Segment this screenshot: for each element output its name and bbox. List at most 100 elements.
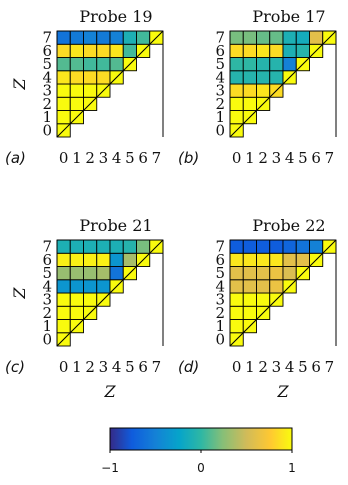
heatmap-cell [256,83,271,98]
y-tick-label: 6 [215,42,225,60]
x-tick-label: 7 [152,358,162,376]
y-tick-label: 7 [42,29,52,47]
heatmap-cell [242,279,257,294]
y-tick-label: 3 [215,82,225,100]
heatmap-cell [242,30,257,45]
heatmap-cell [56,252,71,267]
y-tick-label: 7 [42,238,52,256]
heatmap-cell [229,319,244,334]
y-tick-label: 6 [42,42,52,60]
heatmap-cell [56,30,71,45]
x-tick-label: 5 [125,149,135,167]
panel-title: Probe 19 [79,7,152,26]
heatmap-cell [69,305,84,320]
heatmap-cell [269,279,284,294]
heatmap-cell [256,70,271,85]
y-tick-label: 7 [215,29,225,47]
diagonal-line [229,239,337,347]
y-tick-label: 7 [215,238,225,256]
heatmap-cell [69,279,84,294]
y-tick-label: 3 [42,82,52,100]
x-tick-label: 7 [325,358,335,376]
heatmap-cell [109,239,124,254]
x-tick-label: 6 [311,149,321,167]
heatmap-cell [56,43,71,58]
x-tick-label: 1 [72,149,82,167]
x-tick-label: 2 [85,358,95,376]
heatmap-cell [69,292,84,307]
heatmap-cell [282,266,297,281]
heatmap-cell [269,239,284,254]
heatmap-cell [242,57,257,72]
heatmap-cell [56,57,71,72]
x-tick-label: 5 [298,358,308,376]
heatmap-cell [109,57,124,72]
heatmap-cell [269,43,284,58]
heatmap-cell [309,30,324,45]
heatmap-cell [282,43,297,58]
y-tick-label: 2 [42,95,52,113]
heatmap-cell [256,252,271,267]
heatmap-cell [56,305,71,320]
heatmap-cell [282,252,297,267]
heatmap-cell [83,279,98,294]
x-tick-label: 5 [298,149,308,167]
heatmap-cell [56,96,71,111]
x-tick-label: 1 [245,358,255,376]
heatmap-cell [282,30,297,45]
heatmap-cell [83,252,98,267]
heatmap-cell [109,252,124,267]
heatmap-cell [122,30,137,45]
heatmap-cell [229,96,244,111]
heatmap-cell [242,266,257,281]
heatmap-cell [269,252,284,267]
x-tick-label: 6 [138,358,148,376]
x-tick-label: 0 [59,149,69,167]
heatmap-cell [229,30,244,45]
y-tick-label: 2 [215,304,225,322]
x-tick-label: 0 [232,149,242,167]
diagonal-line [229,30,337,138]
x-axis-label: Z [103,382,116,401]
heatmap-cell [96,239,111,254]
heatmap-cell [69,252,84,267]
heatmap-cell [69,43,84,58]
heatmap-cell [83,43,98,58]
x-tick-label: 0 [232,358,242,376]
heatmap-cell [122,239,137,254]
y-tick-label: 4 [42,277,52,295]
heatmap-cell [56,239,71,254]
heatmap-cell [242,96,257,111]
x-tick-label: 7 [325,149,335,167]
panel-label: (d) [178,358,199,376]
heatmap-cell [83,30,98,45]
heatmap-cell [122,43,137,58]
heatmap-cell [56,266,71,281]
heatmap-cell [242,70,257,85]
heatmap-cell [269,57,284,72]
heatmap-cell [69,239,84,254]
heatmap-cell [96,266,111,281]
x-tick-label: 4 [112,358,122,376]
heatmap-cell [282,57,297,72]
y-tick-label: 2 [42,304,52,322]
x-tick-label: 1 [72,358,82,376]
heatmap-cell [69,266,84,281]
x-tick-label: 2 [258,149,268,167]
y-axis-label: Z [10,287,29,300]
heatmap-cell [295,239,310,254]
y-tick-label: 1 [42,317,52,335]
heatmap-cell [96,30,111,45]
heatmap-cell [269,30,284,45]
heatmap-cell [83,70,98,85]
heatmap-cell [122,252,137,267]
heatmap-cell [83,292,98,307]
heatmap-cell [242,305,257,320]
heatmap-cell [229,110,244,125]
panel-label: (a) [5,149,26,167]
heatmap-cell [56,292,71,307]
colorbar-tick-label-mid: 0 [197,461,205,475]
heatmap-cell [96,43,111,58]
heatmap-cell [242,83,257,98]
